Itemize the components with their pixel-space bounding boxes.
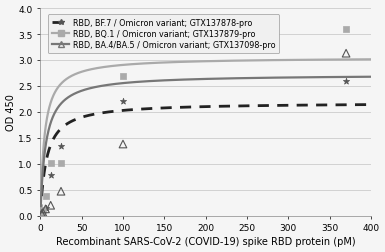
Y-axis label: OD 450: OD 450 <box>5 94 15 131</box>
Point <box>58 144 64 148</box>
Point <box>40 209 46 213</box>
Point <box>58 190 64 194</box>
Point <box>38 212 45 216</box>
Point <box>120 142 126 146</box>
Point <box>343 28 349 32</box>
Point <box>48 203 54 207</box>
Point <box>42 194 49 198</box>
X-axis label: Recombinant SARS-CoV-2 (COVID-19) spike RBD protein (pM): Recombinant SARS-CoV-2 (COVID-19) spike … <box>56 237 355 246</box>
Point <box>42 207 49 211</box>
Point <box>38 211 45 215</box>
Legend: RBD, BF.7 / Omicron variant; GTX137878-pro, RBD, BQ.1 / Omicron variant; GTX1378: RBD, BF.7 / Omicron variant; GTX137878-p… <box>48 15 279 54</box>
Point <box>42 207 49 211</box>
Point <box>40 210 46 214</box>
Point <box>48 161 54 165</box>
Point <box>38 211 45 215</box>
Point <box>120 74 126 78</box>
Point <box>40 211 46 215</box>
Point <box>58 161 64 165</box>
Point <box>120 100 126 104</box>
Point <box>343 79 349 83</box>
Point <box>48 173 54 177</box>
Point <box>343 52 349 56</box>
